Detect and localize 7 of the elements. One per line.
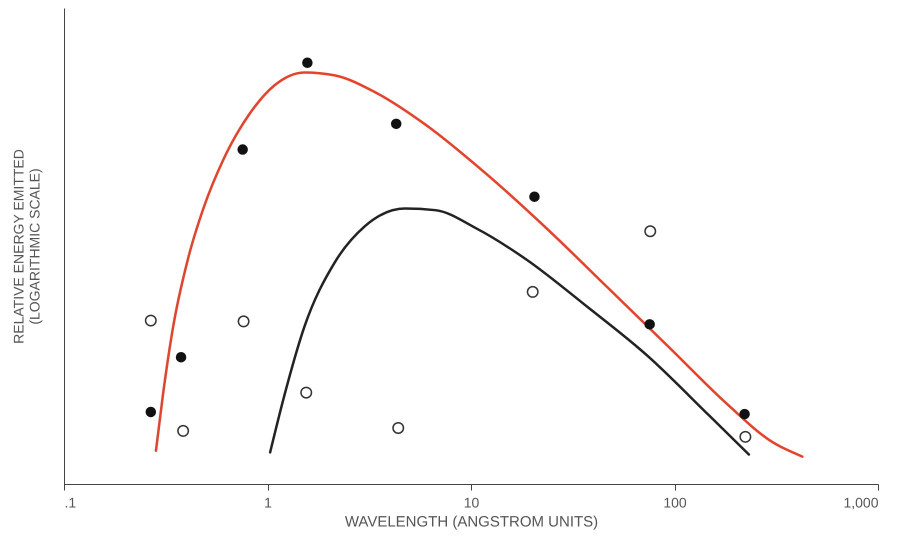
x-axis-title: WAVELENGTH (ANGSTROM UNITS) xyxy=(344,514,598,530)
x-tick-label: 1 xyxy=(264,494,272,510)
y-axis-title: RELATIVE ENERGY EMITTED (LOGARITHMIC SCALE) xyxy=(10,149,42,344)
x-tick-label: 10 xyxy=(464,494,480,510)
x-tick-label: .1 xyxy=(64,494,76,510)
x-tick-label: 1,000 xyxy=(843,494,879,510)
x-tick-label: 100 xyxy=(663,494,687,510)
